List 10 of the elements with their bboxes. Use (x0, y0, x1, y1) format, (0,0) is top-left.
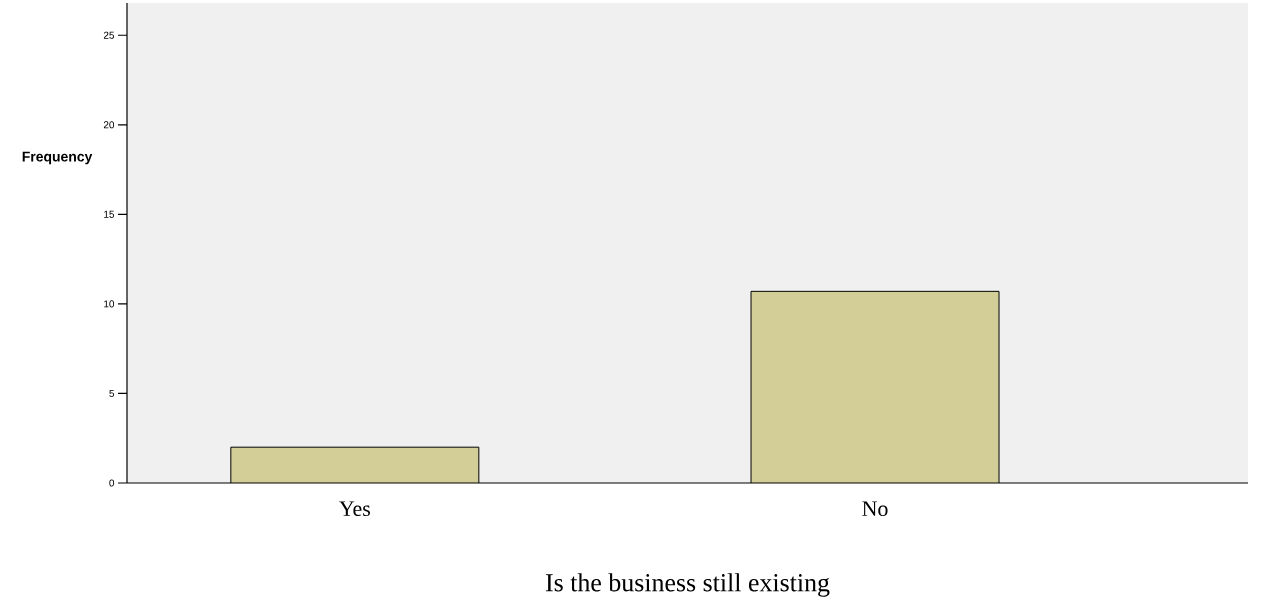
y-tick-label: 10 (104, 300, 115, 308)
y-tick-label: 5 (109, 389, 115, 397)
x-tick-label: Yes (339, 501, 370, 517)
y-tick-label: 0 (109, 479, 115, 487)
y-tick-label: 15 (104, 210, 115, 218)
y-tick-label: 20 (103, 121, 115, 129)
y-axis-title: Frequency (22, 151, 93, 165)
x-tick-label: No (862, 501, 888, 517)
x-axis-title: Is the business still existing (545, 573, 830, 597)
y-tick-label: 25 (103, 31, 115, 39)
